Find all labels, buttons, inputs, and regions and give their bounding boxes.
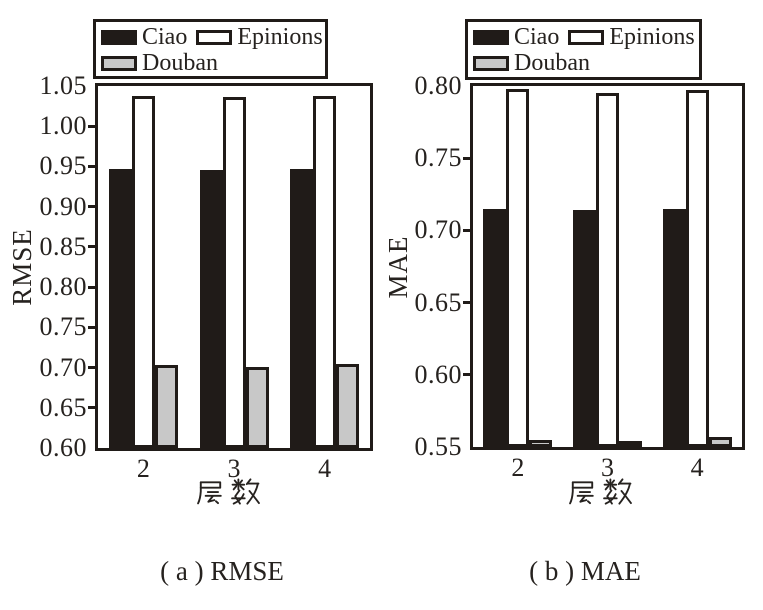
y-tick-mark xyxy=(88,205,95,209)
bar-ciao-2 xyxy=(108,168,132,448)
x-tick-label: 2 xyxy=(136,454,150,483)
bar-epinions-2 xyxy=(131,95,155,448)
bar-douban-3 xyxy=(245,366,269,448)
plot-area xyxy=(470,83,745,450)
legend-row: Ciao Epinions xyxy=(473,24,699,50)
y-tick-mark xyxy=(88,124,95,128)
x-axis-label xyxy=(568,477,632,505)
legend-item-douban: Douban xyxy=(101,50,218,77)
bar-douban-4 xyxy=(336,364,360,448)
legend: Ciao Epinions Douban xyxy=(93,19,328,79)
y-tick-label: 0.80 xyxy=(414,71,462,100)
cjk-glyph-shu xyxy=(230,477,260,505)
y-tick-mark xyxy=(88,325,95,329)
bar-epinions-4 xyxy=(685,90,709,447)
legend-label: Epinions xyxy=(237,23,323,50)
y-tick-mark xyxy=(463,156,470,160)
x-tick-label: 2 xyxy=(511,453,525,482)
legend-swatch-ciao xyxy=(101,29,137,45)
y-tick-label: 0.75 xyxy=(414,143,462,173)
y-tick-label: 0.70 xyxy=(39,352,87,382)
legend-label: Ciao xyxy=(142,23,188,50)
bar-epinions-3 xyxy=(222,97,246,448)
y-tick-mark xyxy=(463,301,470,305)
bar-epinions-4 xyxy=(313,95,337,448)
legend-swatch-epinions xyxy=(196,29,233,45)
legend-item-ciao: Ciao xyxy=(101,24,187,51)
legend-label: Douban xyxy=(142,49,218,76)
y-tick-label: 0.85 xyxy=(39,231,87,261)
y-tick-label: 0.65 xyxy=(39,392,87,422)
plot-area xyxy=(95,83,373,451)
bar-ciao-4 xyxy=(290,168,314,448)
legend-label: Ciao xyxy=(514,23,560,50)
x-tick-label: 4 xyxy=(690,453,704,482)
y-tick-mark xyxy=(88,164,95,168)
legend-item-ciao: Ciao xyxy=(473,24,559,51)
y-tick-label: 0.90 xyxy=(39,191,87,221)
y-tick-mark xyxy=(88,366,95,370)
x-tick-label: 3 xyxy=(227,454,241,483)
y-tick-mark xyxy=(463,228,470,232)
y-tick-mark xyxy=(463,373,470,377)
bar-epinions-3 xyxy=(596,93,619,447)
caption: ( b ) MAE xyxy=(529,556,641,586)
legend-item-douban: Douban xyxy=(473,50,590,77)
y-tick-label: 0.70 xyxy=(414,215,462,245)
bar-douban-3 xyxy=(619,441,642,447)
x-tick-label: 3 xyxy=(601,453,614,482)
caption: ( a ) RMSE xyxy=(160,556,284,586)
legend-label: Epinions xyxy=(609,23,695,50)
legend-swatch-douban xyxy=(473,55,509,71)
y-tick-label: 0.60 xyxy=(39,433,87,462)
legend-swatch-epinions xyxy=(568,29,605,45)
x-tick-label: 4 xyxy=(318,454,332,483)
y-tick-label: 1.00 xyxy=(39,111,87,141)
bar-ciao-3 xyxy=(573,210,596,447)
y-tick-label: 0.55 xyxy=(414,432,462,461)
y-tick-label: 0.60 xyxy=(414,359,462,389)
y-tick-mark xyxy=(88,285,95,289)
y-tick-label: 0.95 xyxy=(39,151,87,181)
bar-ciao-3 xyxy=(199,169,223,448)
legend-row: Ciao Epinions xyxy=(101,24,325,50)
y-tick-label: 0.75 xyxy=(39,312,87,342)
bar-ciao-2 xyxy=(483,208,507,447)
cjk-glyph-shu xyxy=(602,477,632,505)
bar-douban-2 xyxy=(529,439,553,447)
legend-swatch-douban xyxy=(101,55,137,71)
y-tick-label: 0.65 xyxy=(414,287,462,317)
legend-row: Douban xyxy=(473,50,699,76)
bar-douban-2 xyxy=(154,365,178,448)
bar-douban-4 xyxy=(708,436,732,447)
bar-epinions-2 xyxy=(506,88,530,447)
x-axis-label xyxy=(196,477,260,505)
legend: Ciao Epinions Douban xyxy=(465,19,702,80)
y-tick-label: 1.05 xyxy=(39,71,87,100)
y-tick-mark xyxy=(88,245,95,249)
legend-item-epinions: Epinions xyxy=(568,23,695,51)
y-tick-label: 0.80 xyxy=(39,272,87,302)
y-tick-mark xyxy=(88,406,95,410)
legend-row: Douban xyxy=(101,50,325,76)
legend-item-epinions: Epinions xyxy=(196,23,323,51)
legend-swatch-ciao xyxy=(473,29,509,45)
cjk-glyph-ceng xyxy=(568,480,594,504)
cjk-glyph-ceng xyxy=(196,480,222,504)
bar-ciao-4 xyxy=(662,208,686,447)
legend-label: Douban xyxy=(514,49,590,76)
